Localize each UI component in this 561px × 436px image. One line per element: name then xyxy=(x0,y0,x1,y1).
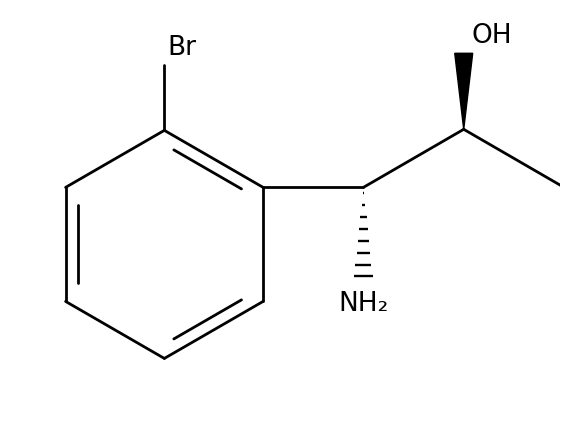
Polygon shape xyxy=(455,53,473,129)
Text: NH₂: NH₂ xyxy=(338,291,389,317)
Text: OH: OH xyxy=(471,23,512,49)
Text: Br: Br xyxy=(168,35,196,61)
